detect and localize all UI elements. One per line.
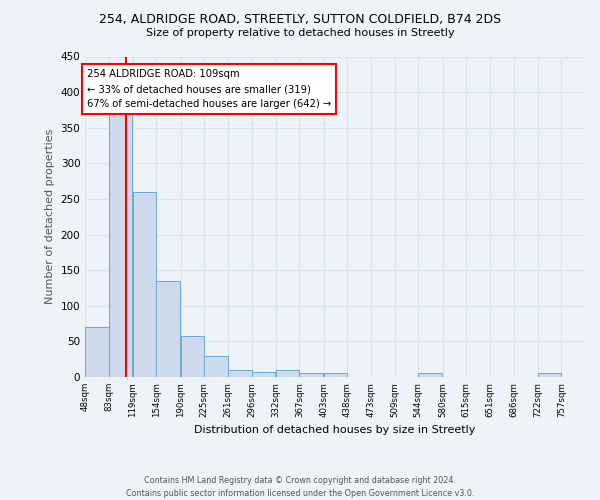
Bar: [181, 336, 204, 377]
Y-axis label: Number of detached properties: Number of detached properties: [45, 129, 55, 304]
Text: Contains HM Land Registry data © Crown copyright and database right 2024.
Contai: Contains HM Land Registry data © Crown c…: [126, 476, 474, 498]
Bar: [157, 281, 180, 377]
Bar: [228, 370, 252, 377]
Bar: [109, 110, 132, 377]
Text: 254, ALDRIDGE ROAD, STREETLY, SUTTON COLDFIELD, B74 2DS: 254, ALDRIDGE ROAD, STREETLY, SUTTON COL…: [99, 12, 501, 26]
Bar: [133, 192, 157, 377]
Bar: [276, 370, 299, 377]
Text: 254 ALDRIDGE ROAD: 109sqm
← 33% of detached houses are smaller (319)
67% of semi: 254 ALDRIDGE ROAD: 109sqm ← 33% of detac…: [86, 70, 331, 109]
Bar: [323, 374, 347, 377]
Bar: [252, 372, 275, 377]
Bar: [204, 356, 227, 377]
Bar: [538, 374, 562, 377]
X-axis label: Distribution of detached houses by size in Streetly: Distribution of detached houses by size …: [194, 425, 476, 435]
Bar: [418, 374, 442, 377]
Bar: [85, 327, 109, 377]
Bar: [299, 374, 323, 377]
Text: Size of property relative to detached houses in Streetly: Size of property relative to detached ho…: [146, 28, 454, 38]
